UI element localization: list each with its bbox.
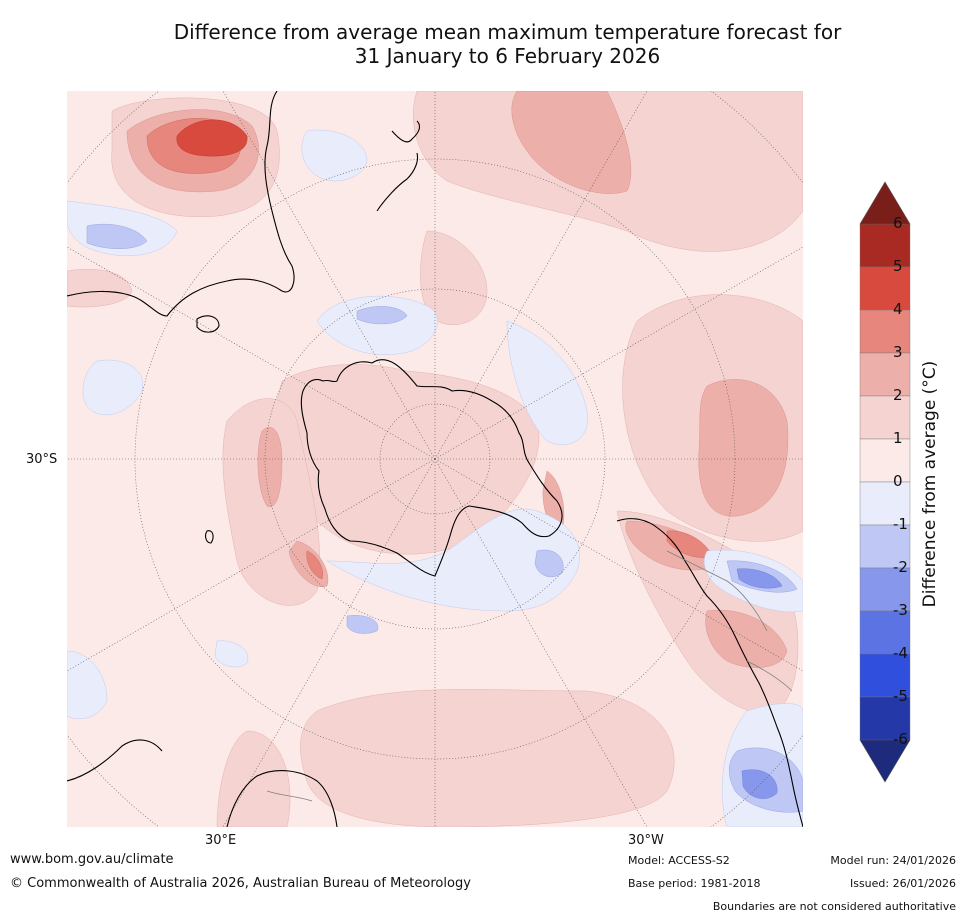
madagascar-coast xyxy=(205,530,214,544)
borders xyxy=(266,550,793,802)
tasmania-coast xyxy=(196,315,220,333)
anomaly-4-5 xyxy=(176,119,248,157)
lon-label-30w: 30°W xyxy=(628,833,664,848)
anomaly-neg-2-3 xyxy=(736,568,783,799)
colorbar-tick-label: 5 xyxy=(893,257,903,275)
colorbar-bin xyxy=(859,524,911,569)
australia-coast xyxy=(67,91,295,317)
title-line-1: Difference from average mean maximum tem… xyxy=(173,20,842,44)
colorbar-tick-label: -1 xyxy=(893,515,908,533)
lon-label-30e: 30°E xyxy=(205,833,237,848)
colorbar-bin xyxy=(859,352,911,397)
colorbar-label: Difference from average (°C) xyxy=(920,360,940,608)
colorbar-tick-label: -2 xyxy=(893,558,908,576)
graticule xyxy=(67,91,803,827)
new-zealand-coast xyxy=(376,120,421,212)
footer-website[interactable]: www.bom.gov.au/climate xyxy=(10,852,174,867)
colorbar-tick-label: -4 xyxy=(893,644,908,662)
colorbar-tick-label: -3 xyxy=(893,601,908,619)
colorbar-bin xyxy=(859,309,911,354)
colorbar-tick-label: 1 xyxy=(893,429,903,447)
west-coast-bottom xyxy=(67,739,163,782)
south-america-coast xyxy=(616,518,803,827)
colorbar-bin xyxy=(859,481,911,526)
footer-model: Model: ACCESS-S2 xyxy=(628,854,730,867)
colorbar-bins xyxy=(859,223,911,741)
colorbar-top-arrow xyxy=(859,181,911,225)
colorbar-bin xyxy=(859,438,911,483)
footer-base-period: Base period: 1981-2018 xyxy=(628,877,761,890)
colorbar xyxy=(859,181,911,783)
colorbar-bottom-arrow xyxy=(859,739,911,783)
chart-title: Difference from average mean maximum tem… xyxy=(60,20,955,68)
colorbar-tick-label: -6 xyxy=(893,730,908,748)
colorbar-tick-label: 4 xyxy=(893,300,903,318)
colorbar-tick-label: 3 xyxy=(893,343,903,361)
antarctica-coast xyxy=(300,359,563,577)
colorbar-bin xyxy=(859,610,911,655)
colorbar-bin xyxy=(859,266,911,311)
footer-disclaimer: Boundaries are not considered authoritat… xyxy=(712,900,956,913)
footer-model-run: Model run: 24/01/2026 xyxy=(830,854,956,867)
colorbar-tick-label: -5 xyxy=(893,687,908,705)
coastlines xyxy=(67,91,803,827)
map-panel xyxy=(67,91,803,827)
colorbar-bin xyxy=(859,567,911,612)
title-line-2: 31 January to 6 February 2026 xyxy=(354,44,661,68)
lat-label-30s: 30°S xyxy=(26,452,58,467)
africa-coast xyxy=(226,770,338,827)
colorbar-bin xyxy=(859,653,911,698)
footer-issued: Issued: 26/01/2026 xyxy=(849,877,956,890)
colorbar-bin xyxy=(859,395,911,440)
map-svg xyxy=(67,91,803,827)
footer-copyright: © Commonwealth of Australia 2026, Austra… xyxy=(10,876,471,891)
anomaly-neg-0-1 xyxy=(67,129,803,827)
colorbar-tick-label: 2 xyxy=(893,386,903,404)
colorbar-tick-label: 6 xyxy=(893,214,903,232)
colorbar-tick-label: 0 xyxy=(893,472,903,490)
